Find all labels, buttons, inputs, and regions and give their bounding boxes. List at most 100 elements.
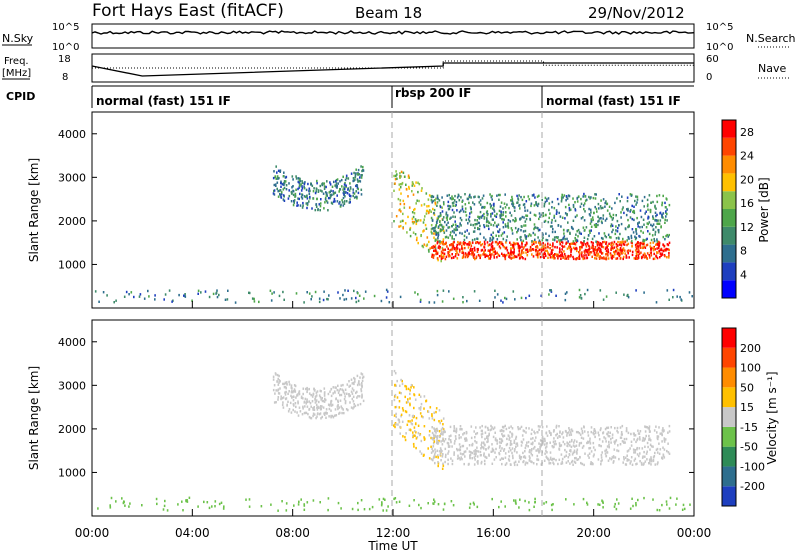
data-point	[558, 251, 561, 254]
data-point	[657, 219, 659, 222]
data-point	[617, 449, 620, 453]
noise-point	[468, 506, 471, 509]
data-point	[477, 450, 480, 453]
data-point	[605, 235, 608, 239]
noise-point	[314, 290, 317, 294]
data-point	[411, 190, 413, 193]
data-point	[296, 394, 298, 397]
data-point	[611, 254, 614, 257]
data-point	[420, 415, 423, 418]
data-point	[652, 228, 655, 231]
data-point	[316, 408, 319, 411]
data-point	[520, 425, 523, 429]
data-point	[623, 437, 626, 441]
data-point	[542, 212, 544, 215]
data-point	[589, 231, 591, 234]
data-point	[295, 396, 297, 399]
data-point	[602, 198, 605, 201]
data-point	[531, 454, 534, 457]
data-point	[471, 253, 473, 256]
colorbar-segment	[722, 426, 736, 447]
data-point	[350, 172, 353, 175]
data-point	[454, 255, 457, 258]
data-point	[485, 220, 488, 224]
data-point	[550, 433, 552, 436]
data-point	[477, 253, 480, 257]
noise-point	[578, 288, 581, 292]
data-point	[431, 246, 433, 249]
nsky-label: N.Sky	[2, 32, 34, 45]
data-point	[547, 256, 549, 259]
data-point	[520, 229, 522, 232]
data-point	[285, 390, 287, 394]
data-point	[523, 216, 525, 219]
data-point	[282, 401, 284, 404]
data-point	[495, 234, 497, 237]
data-point	[416, 236, 418, 240]
noise-point	[524, 499, 526, 503]
data-point	[460, 196, 462, 199]
data-point	[419, 412, 422, 415]
data-point	[480, 443, 483, 447]
data-point	[298, 391, 300, 394]
colorbar-segment	[722, 446, 736, 467]
data-point	[349, 394, 351, 397]
data-point	[346, 392, 348, 395]
data-point	[308, 415, 311, 419]
data-point	[298, 186, 300, 189]
data-point	[273, 183, 276, 187]
noise-point	[368, 507, 371, 511]
noise-point	[260, 505, 263, 508]
data-point	[574, 247, 576, 251]
data-point	[518, 204, 520, 207]
data-point	[469, 212, 471, 215]
data-point	[534, 432, 536, 435]
noise-point	[469, 502, 472, 506]
data-point	[408, 428, 411, 431]
data-point	[496, 439, 498, 442]
data-point	[430, 199, 433, 202]
data-point	[282, 382, 284, 386]
data-point	[478, 254, 481, 258]
data-point	[344, 195, 346, 198]
data-point	[409, 397, 411, 400]
ytick-label: 1000	[58, 466, 86, 479]
colorbar-tick: 4	[740, 268, 747, 281]
data-point	[490, 245, 493, 248]
data-point	[442, 218, 444, 221]
data-point	[437, 237, 439, 240]
data-point	[315, 394, 318, 397]
data-point	[436, 221, 438, 225]
data-point	[455, 247, 457, 250]
data-point	[297, 187, 299, 191]
data-point	[470, 436, 473, 440]
data-point	[393, 220, 395, 223]
data-point	[628, 256, 630, 259]
data-point	[563, 235, 566, 238]
data-point	[622, 251, 624, 254]
data-point	[395, 215, 398, 218]
data-point	[461, 200, 463, 203]
power-ylabel: Slant Range [km]	[27, 158, 41, 262]
data-point	[522, 451, 524, 455]
data-point	[632, 231, 635, 234]
data-point	[529, 245, 532, 249]
data-point	[531, 442, 534, 446]
data-point	[337, 391, 340, 395]
data-point	[303, 401, 306, 404]
data-point	[618, 254, 621, 258]
data-point	[342, 188, 344, 191]
data-point	[588, 247, 591, 250]
data-point	[646, 426, 648, 429]
noise-point	[681, 508, 684, 511]
data-point	[438, 439, 440, 443]
data-point	[409, 420, 411, 423]
data-point	[301, 197, 304, 200]
noise-point	[357, 501, 359, 505]
data-point	[504, 211, 507, 214]
data-point	[309, 416, 312, 420]
data-point	[556, 210, 558, 214]
data-point	[524, 220, 527, 223]
data-point	[620, 433, 623, 436]
